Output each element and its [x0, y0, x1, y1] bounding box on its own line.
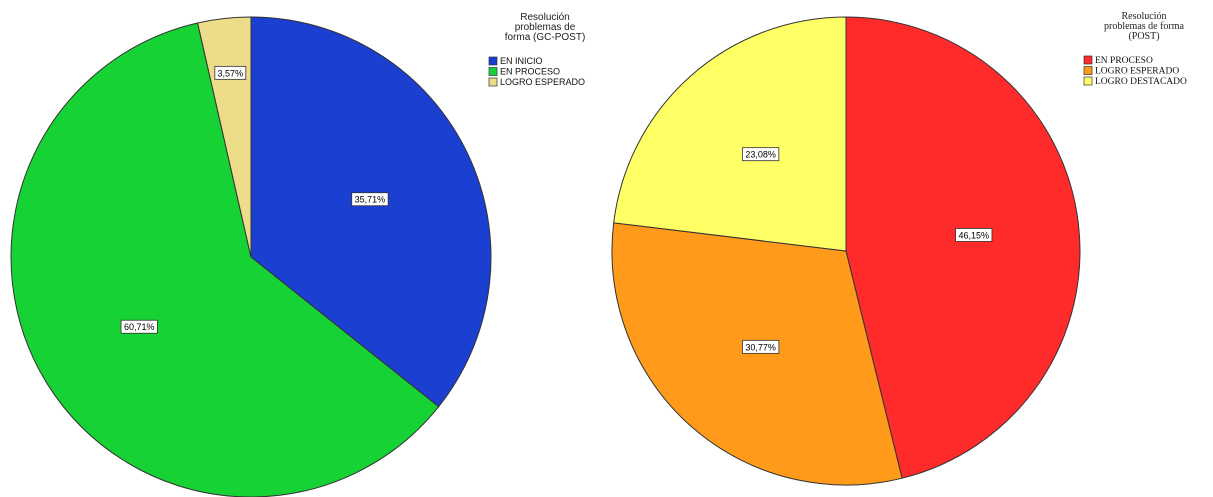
- pie-slice-logro-esperado: [611, 222, 903, 486]
- data-label-box: [955, 228, 993, 242]
- data-label: 3,57%: [218, 68, 244, 78]
- legend-title: problemas de forma: [1104, 21, 1185, 32]
- pie-slice-logro-destacado: [613, 16, 847, 252]
- data-label: 46,15%: [958, 230, 989, 240]
- legend-title: (POST): [1128, 31, 1159, 42]
- pie-slice-en-proceso: [845, 16, 1081, 479]
- legend-item-logro-destacado: LOGRO DESTACADO: [1095, 77, 1187, 87]
- data-label: 60,71%: [124, 322, 155, 332]
- legend-item-logro-esperado: LOGRO ESPERADO: [500, 77, 585, 87]
- data-label-box: [214, 65, 247, 80]
- legend-swatch-logro-esperado: [488, 77, 498, 87]
- data-label: 23,08%: [745, 150, 776, 160]
- pie-chart-post: 46,15% 30,77% 23,08% Resolución problemas d…: [610, 0, 1213, 497]
- data-label: 35,71%: [355, 195, 386, 205]
- data-label-box: [742, 339, 780, 354]
- pie-slice-en-proceso: [10, 22, 440, 497]
- legend-title: Resolución: [520, 12, 569, 23]
- legend-swatch-logro-esperado: [1083, 66, 1093, 75]
- data-label: 30,77%: [745, 342, 776, 352]
- data-label-box: [120, 319, 158, 334]
- legend-item-logro-esperado: LOGRO ESPERADO: [1095, 67, 1179, 77]
- legend-item-en-proceso: EN PROCESO: [500, 67, 560, 77]
- legend-item-en-proceso: EN PROCESO: [1095, 56, 1153, 66]
- legend-swatch-en-proceso: [1083, 55, 1093, 65]
- data-label-box: [742, 147, 780, 162]
- legend-item-en-inicio: EN INICIO: [500, 56, 543, 66]
- legend-swatch-en-proceso: [488, 67, 498, 76]
- pie-slice-en-inicio: [250, 16, 492, 408]
- legend-title: problemas de: [515, 22, 576, 33]
- legend-swatch-logro-destacado: [1083, 76, 1093, 86]
- legend-swatch-en-inicio: [488, 56, 498, 66]
- pie-chart-gc-post: 35,71% 60,71% 3,57% Resolución problemas de…: [10, 12, 586, 497]
- legend-title: forma (GC-POST): [505, 32, 586, 43]
- legend-title: Resolución: [1122, 11, 1167, 22]
- data-label-box: [351, 192, 389, 207]
